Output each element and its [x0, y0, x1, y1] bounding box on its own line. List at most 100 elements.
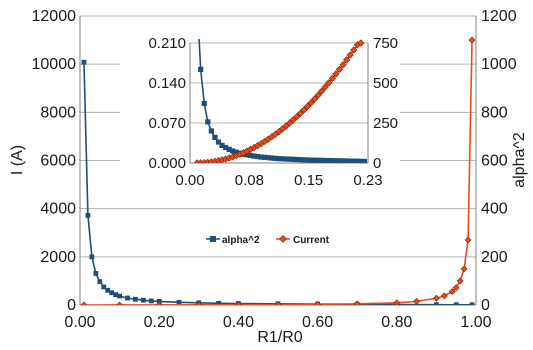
inset-alpha2-point [215, 139, 222, 145]
inset-alpha2-point [301, 157, 307, 163]
inset-current-point [310, 95, 319, 103]
inset-alpha2-point [304, 157, 311, 163]
main-alpha2-point [434, 302, 439, 305]
main-x-tick-label: 0.00 [64, 314, 95, 331]
main-alpha2-point [140, 297, 146, 303]
inset-alpha2-point [315, 157, 321, 163]
inset-alpha2-point [201, 100, 207, 107]
x-axis-title: R1/R0 [257, 329, 302, 346]
inset-alpha2-point [326, 158, 332, 163]
main-current-point [452, 284, 460, 292]
y-axis-title: I (A) [9, 145, 26, 175]
main-current-point [468, 36, 476, 44]
main-current-point [116, 301, 124, 305]
inset-x-tick-label: 0.00 [175, 172, 204, 189]
main-y-tick-label: 2000 [40, 249, 76, 266]
inset-alpha2-point [344, 158, 350, 163]
inset-alpha2-point [308, 157, 314, 163]
inset-alpha2-point [333, 158, 339, 163]
main-y2-tick-label: 800 [481, 104, 508, 121]
main-current-point [432, 294, 440, 302]
inset-alpha2-point [212, 134, 218, 140]
inset-chart: 0.000 0.070 0.140 0.210 0 250 500 750 0.00 0.08 0.… [120, 30, 400, 189]
inset-alpha2-point [294, 156, 300, 163]
main-current-point [464, 236, 472, 244]
legend-alpha2-label: alpha^2 [222, 235, 260, 246]
main-alpha2-point [85, 213, 91, 218]
inset-alpha2-point [361, 158, 368, 163]
inset-alpha2-point [198, 66, 204, 72]
inset-alpha2-point [262, 154, 268, 160]
legend-alpha2-marker [210, 236, 216, 242]
inset-alpha2-point [312, 157, 318, 163]
inset-alpha2-point [283, 156, 289, 162]
inset-current-point [332, 70, 340, 78]
inset-alpha2-point [269, 155, 275, 161]
inset-y-tick-label: 0.000 [148, 155, 186, 172]
inset-current-point [350, 46, 358, 54]
inset-alpha2-point [297, 157, 303, 163]
main-x-tick-label: 0.40 [223, 314, 254, 331]
inset-y2-tick-label: 0 [373, 155, 381, 172]
inset-y2-tick-label: 250 [373, 115, 398, 132]
inset-alpha2-point [272, 155, 279, 161]
inset-alpha2-point [329, 158, 335, 163]
inset-alpha2-point [347, 158, 353, 163]
inset-alpha2-point [351, 158, 357, 163]
inset-series [193, 39, 368, 163]
main-current-point [448, 288, 456, 295]
inset-current-point [346, 51, 354, 59]
legend-current-label: Current [293, 235, 330, 246]
main-current-point [393, 299, 401, 305]
main-current-point [353, 300, 361, 305]
main-alpha2-point [117, 293, 122, 299]
main-current-point [314, 300, 322, 305]
inset-alpha2-point [276, 156, 282, 162]
inset-y2-tick-label: 500 [373, 75, 398, 92]
inset-alpha2-point [255, 154, 261, 160]
main-alpha2-point [216, 300, 221, 305]
inset-alpha2-point [258, 154, 264, 160]
inset-alpha2-point [322, 157, 328, 163]
inset-alpha2-point [340, 158, 346, 163]
inset-y-tick-label: 0.210 [148, 35, 186, 52]
inset-x-tick-label: 0.15 [294, 172, 323, 189]
legend: alpha^2 Current [206, 235, 330, 246]
inset-current-point [303, 102, 312, 111]
main-y-tick-label: 10000 [32, 56, 77, 73]
main-y-tick-label: 0 [67, 297, 76, 314]
main-y2-tick-label: 1200 [481, 8, 517, 25]
inset-y-tick-label: 0.140 [148, 75, 186, 92]
inset-current-point [328, 74, 337, 83]
main-alpha2-point [113, 292, 119, 298]
main-alpha2-point [93, 271, 99, 276]
main-alpha2-point [176, 299, 182, 305]
main-x-tick-label: 0.20 [144, 314, 175, 331]
inset-current-point [343, 56, 351, 64]
main-alpha2-point [469, 302, 475, 305]
main-alpha2-point [148, 298, 154, 304]
main-alpha2-point [156, 298, 162, 304]
inset-alpha2-point [219, 142, 225, 148]
inset-x-tick-label: 0.23 [353, 172, 382, 189]
main-current-point [80, 301, 88, 305]
main-x-tick-label: 0.80 [381, 314, 412, 331]
inset-alpha2-point [290, 156, 296, 162]
inset-alpha2-point [358, 158, 364, 163]
inset-alpha2-point [287, 156, 293, 162]
inset-y2-tick-label: 750 [373, 35, 398, 52]
main-current-point [440, 292, 448, 300]
inset-alpha2-point [247, 152, 254, 159]
inset-x-tick-label: 0.08 [235, 172, 264, 189]
inset-current-point [357, 39, 365, 47]
main-y-tick-label: 8000 [40, 104, 76, 121]
inset-current-point [321, 83, 329, 91]
inset-background [120, 30, 400, 173]
main-y2-tick-label: 200 [481, 249, 508, 266]
main-alpha2-point [97, 279, 103, 285]
inset-alpha2-point [223, 144, 229, 151]
main-alpha2-point [125, 295, 130, 301]
main-y-tick-label: 4000 [40, 201, 76, 218]
main-y-tick-label: 12000 [32, 8, 77, 25]
main-alpha2-point [105, 287, 111, 293]
